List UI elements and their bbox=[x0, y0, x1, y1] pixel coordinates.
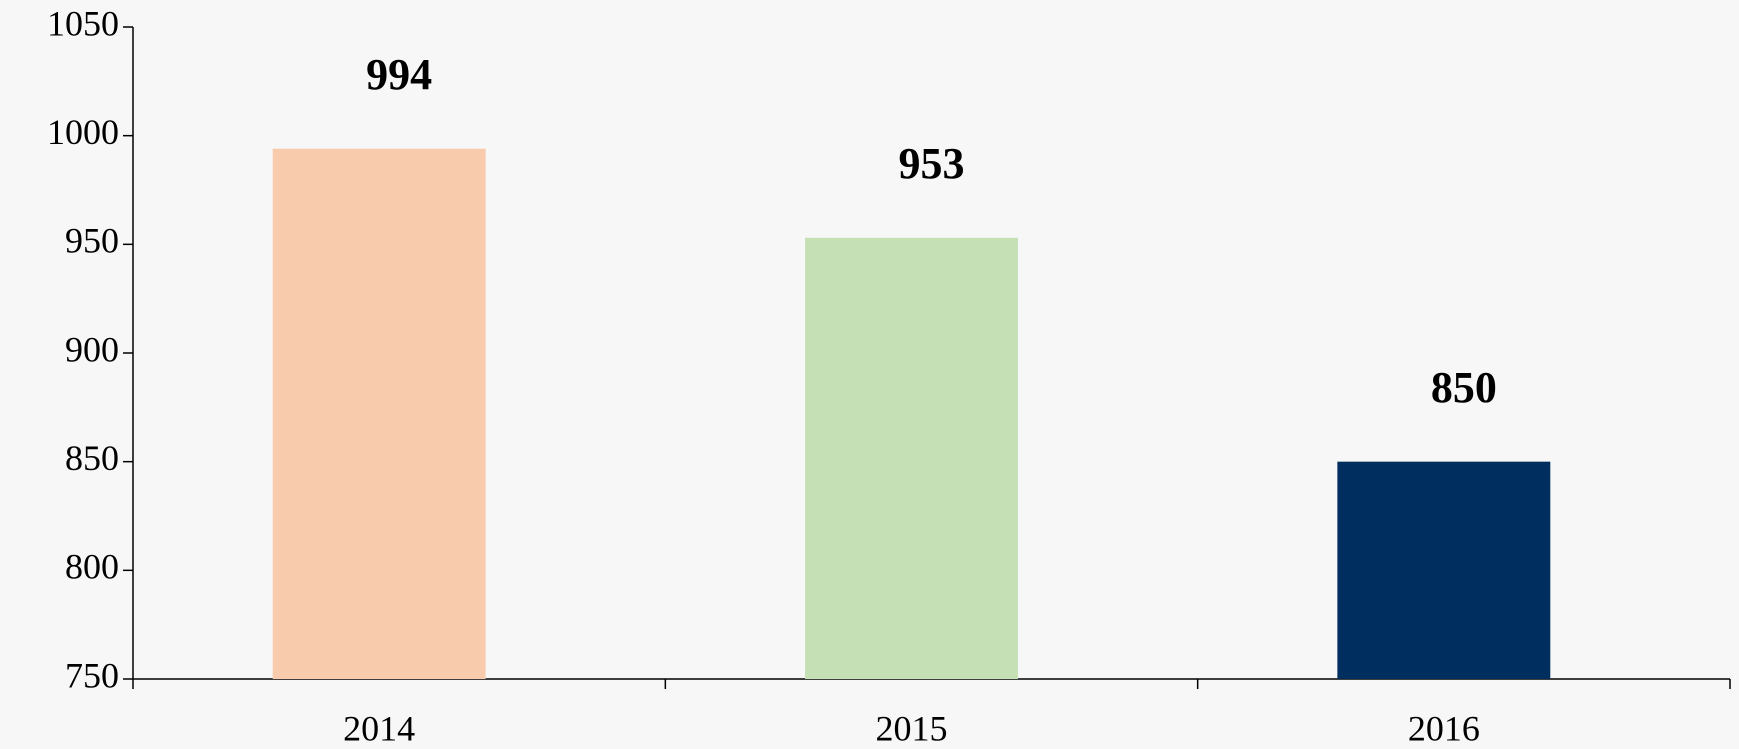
value-label: 953 bbox=[899, 139, 965, 188]
value-label: 850 bbox=[1431, 363, 1497, 412]
y-tick-label: 750 bbox=[65, 655, 119, 695]
y-tick-label: 1050 bbox=[47, 3, 119, 43]
y-tick-label: 900 bbox=[65, 329, 119, 369]
y-tick-label: 1000 bbox=[47, 112, 119, 152]
y-tick-label: 950 bbox=[65, 221, 119, 261]
x-tick-label: 2016 bbox=[1408, 708, 1480, 748]
bar bbox=[1337, 462, 1550, 679]
bar bbox=[805, 238, 1018, 679]
chart: 750 800 850 900 950 1000 1050 2014 994 2015 953 201… bbox=[0, 0, 1739, 749]
x-tick-label: 2014 bbox=[343, 708, 415, 748]
page: {"chart_data": {"type": "bar", "categori… bbox=[0, 0, 1739, 749]
y-tick-label: 800 bbox=[65, 547, 119, 587]
bar bbox=[273, 149, 486, 679]
x-tick-label: 2015 bbox=[876, 708, 948, 748]
value-label: 994 bbox=[366, 50, 432, 99]
y-tick-label: 850 bbox=[65, 438, 119, 478]
